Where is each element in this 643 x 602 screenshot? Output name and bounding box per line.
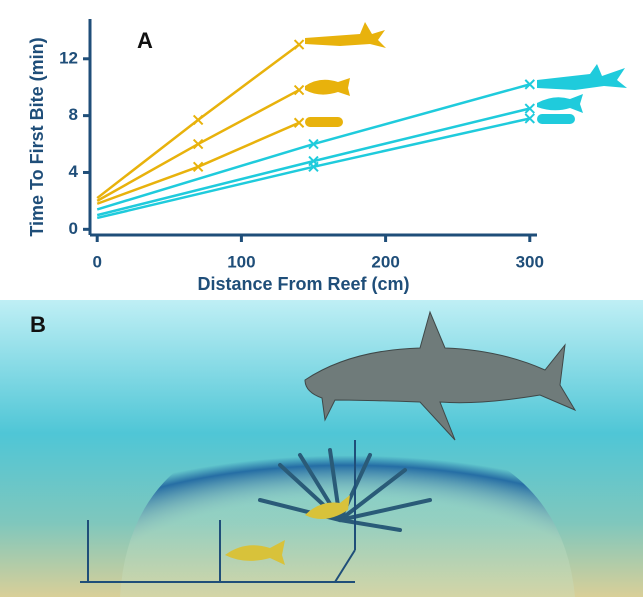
shark-icon xyxy=(305,22,386,48)
larva-icon xyxy=(537,114,575,124)
x-marker xyxy=(194,115,203,124)
series-line xyxy=(97,118,530,217)
x-tick-label: 300 xyxy=(516,252,544,271)
x-tick-label: 100 xyxy=(227,252,255,271)
reef-illustration xyxy=(0,300,643,597)
x-tick-label: 200 xyxy=(371,252,399,271)
larva-icon xyxy=(305,117,343,127)
figure: 0 4 8 12 0 100 200 300 Distance From Reef (cm) Ti… xyxy=(0,0,643,597)
x-marker xyxy=(295,86,304,95)
y-tick-label: 4 xyxy=(69,162,79,181)
y-tick-label: 12 xyxy=(59,48,78,67)
series-line xyxy=(97,123,299,204)
fish-icons xyxy=(305,22,627,127)
panel-label: B xyxy=(30,312,46,337)
x-axis-label: Distance From Reef (cm) xyxy=(197,274,409,294)
x-marker xyxy=(295,40,304,49)
fish-icon xyxy=(305,78,350,96)
series-line xyxy=(97,90,299,201)
shark-icon xyxy=(537,64,627,90)
y-tick-label: 8 xyxy=(69,105,78,124)
y-axis-label: Time To First Bite (min) xyxy=(27,37,47,236)
x-marker xyxy=(194,140,203,149)
fish-icon xyxy=(537,94,583,113)
y-tick-label: 0 xyxy=(69,219,78,238)
plot-area: 0 4 8 12 0 100 200 300 Distance From Reef (cm) Ti… xyxy=(27,19,544,294)
x-tick-label: 0 xyxy=(92,252,101,271)
x-marker xyxy=(295,118,304,127)
series-line xyxy=(97,45,299,198)
panel-label: A xyxy=(137,28,153,53)
